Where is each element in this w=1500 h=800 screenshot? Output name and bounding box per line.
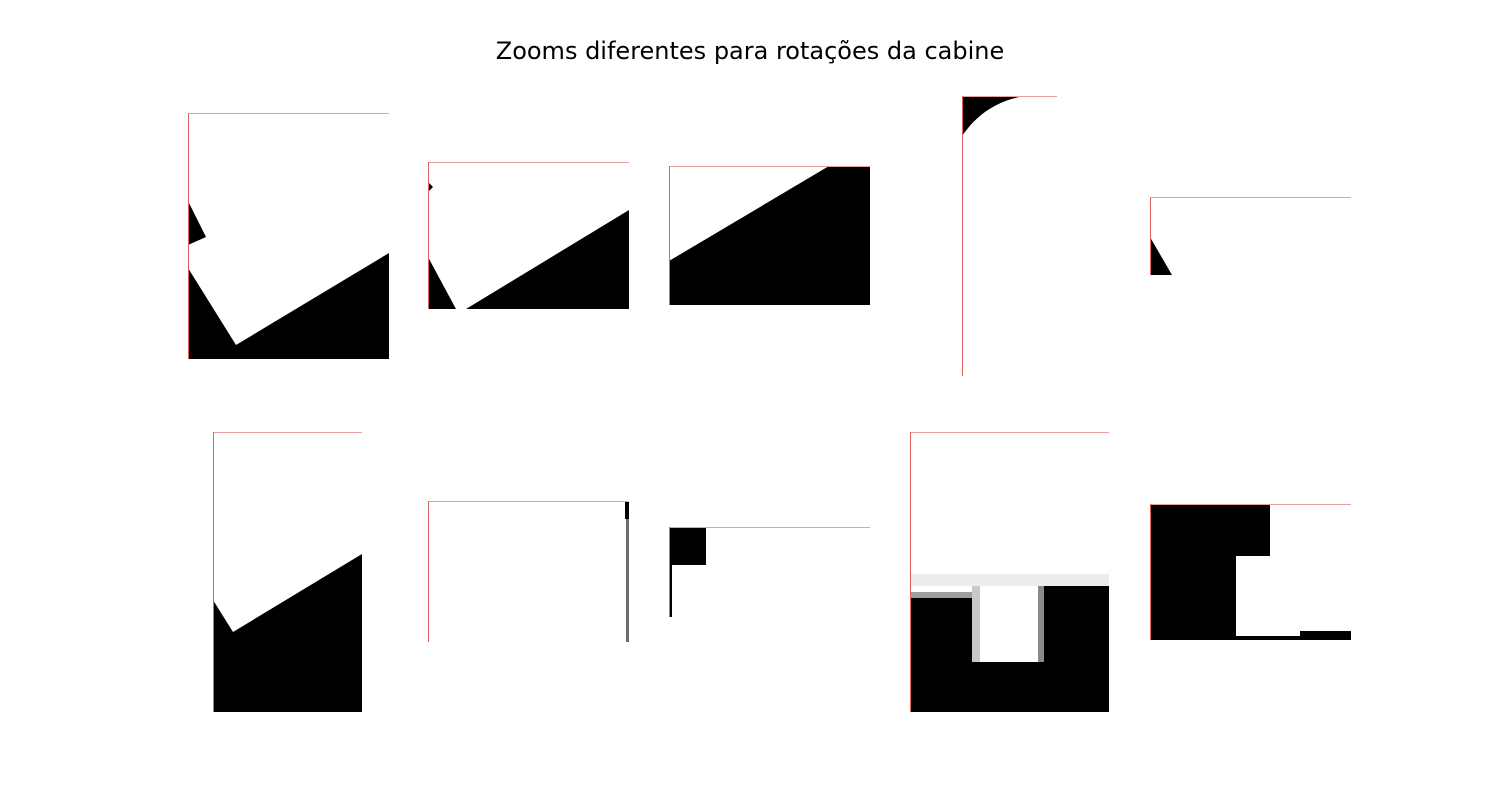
zoom-image-6 [213, 432, 362, 712]
zoom-panel-1 [188, 113, 389, 359]
zoom-image-9 [910, 432, 1109, 712]
zoom-panel-2 [428, 162, 629, 309]
zoom-image-4 [962, 96, 1057, 376]
figure-title: Zooms diferentes para rotações da cabine [495, 37, 1005, 65]
zoom-image-10 [1150, 504, 1351, 640]
zoom-panel-6 [213, 432, 362, 712]
zoom-panel-7 [428, 501, 629, 642]
zoom-image-7 [428, 501, 629, 642]
zoom-image-8 [669, 527, 870, 617]
zoom-panel-10 [1150, 504, 1351, 640]
zoom-image-1 [188, 113, 389, 359]
zoom-panel-9 [910, 432, 1109, 712]
zoom-image-2 [428, 162, 629, 309]
zoom-panel-8 [669, 527, 870, 617]
zoom-panel-3 [669, 166, 870, 305]
zoom-panel-4 [962, 96, 1057, 376]
zoom-image-3 [669, 166, 870, 305]
zoom-image-5 [1150, 197, 1351, 275]
zoom-panel-5 [1150, 197, 1351, 275]
